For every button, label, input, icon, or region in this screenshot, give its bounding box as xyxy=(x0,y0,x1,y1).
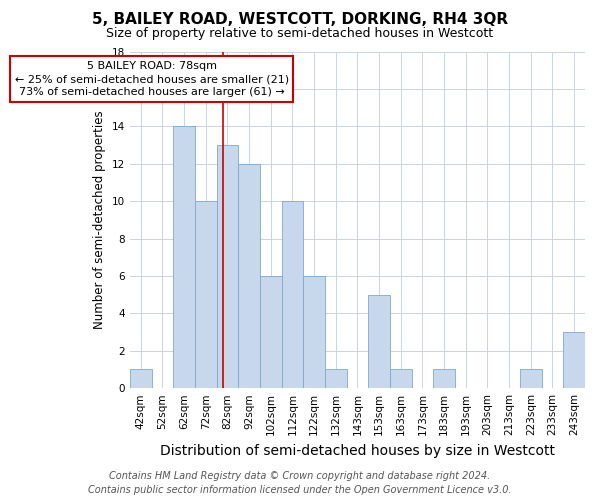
Text: 5, BAILEY ROAD, WESTCOTT, DORKING, RH4 3QR: 5, BAILEY ROAD, WESTCOTT, DORKING, RH4 3… xyxy=(92,12,508,28)
Bar xyxy=(238,164,260,388)
Bar xyxy=(390,370,412,388)
Text: Contains HM Land Registry data © Crown copyright and database right 2024.
Contai: Contains HM Land Registry data © Crown c… xyxy=(88,471,512,495)
Y-axis label: Number of semi-detached properties: Number of semi-detached properties xyxy=(93,110,106,329)
X-axis label: Distribution of semi-detached houses by size in Westcott: Distribution of semi-detached houses by … xyxy=(160,444,555,458)
Bar xyxy=(520,370,542,388)
Bar xyxy=(281,201,303,388)
Bar xyxy=(563,332,585,388)
Bar xyxy=(368,294,390,388)
Bar xyxy=(325,370,347,388)
Bar xyxy=(260,276,281,388)
Bar xyxy=(303,276,325,388)
Bar xyxy=(173,126,195,388)
Text: Size of property relative to semi-detached houses in Westcott: Size of property relative to semi-detach… xyxy=(106,28,494,40)
Bar xyxy=(130,370,152,388)
Bar xyxy=(433,370,455,388)
Bar xyxy=(217,145,238,388)
Bar xyxy=(195,201,217,388)
Text: 5 BAILEY ROAD: 78sqm
← 25% of semi-detached houses are smaller (21)
73% of semi-: 5 BAILEY ROAD: 78sqm ← 25% of semi-detac… xyxy=(14,61,289,98)
